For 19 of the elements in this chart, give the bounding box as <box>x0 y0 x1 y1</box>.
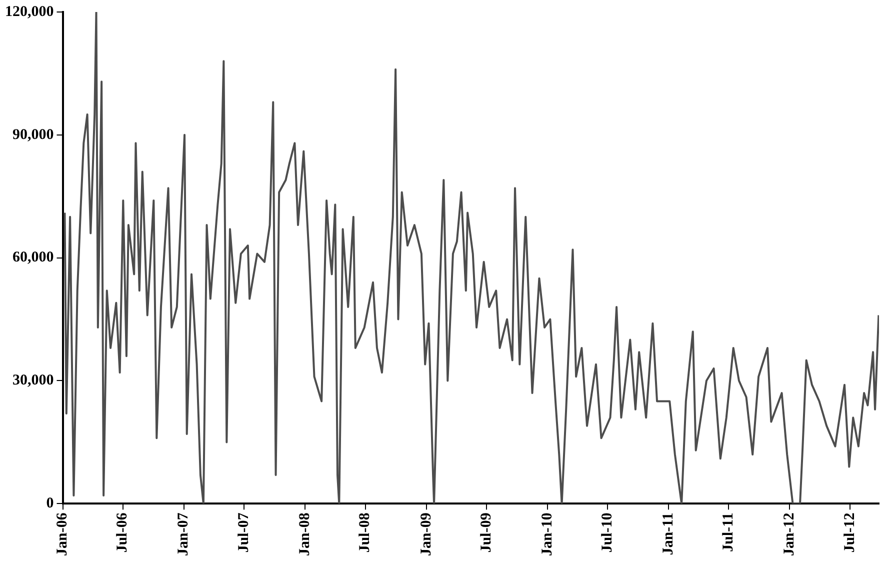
y-tick-label: 90,000 <box>12 126 54 143</box>
x-tick-label: Jan-07 <box>176 512 192 556</box>
x-tick-label: Jul-11 <box>720 512 737 552</box>
x-tick-label: Jan-08 <box>296 512 313 556</box>
x-tick-label: Jul-09 <box>478 512 494 553</box>
x-tick-label: Jul-10 <box>599 512 616 553</box>
x-tick-label: Jul-08 <box>357 512 374 553</box>
y-tick-label: 30,000 <box>12 372 54 389</box>
x-tick-label: Jan-11 <box>660 512 677 556</box>
y-tick-label: 120,000 <box>5 4 54 20</box>
x-tick-label: Jul-06 <box>114 512 131 553</box>
x-tick-label: Jan-09 <box>418 512 434 556</box>
y-tick-label: 0 <box>46 496 54 512</box>
x-tick-label: Jul-12 <box>842 512 858 553</box>
x-tick-label: Jan-10 <box>539 512 556 556</box>
y-tick-label: 60,000 <box>12 250 54 266</box>
x-tick-label: Jul-07 <box>236 512 252 553</box>
x-tick-label: Jan-12 <box>782 512 798 556</box>
x-tick-label: Jan-06 <box>54 512 71 556</box>
